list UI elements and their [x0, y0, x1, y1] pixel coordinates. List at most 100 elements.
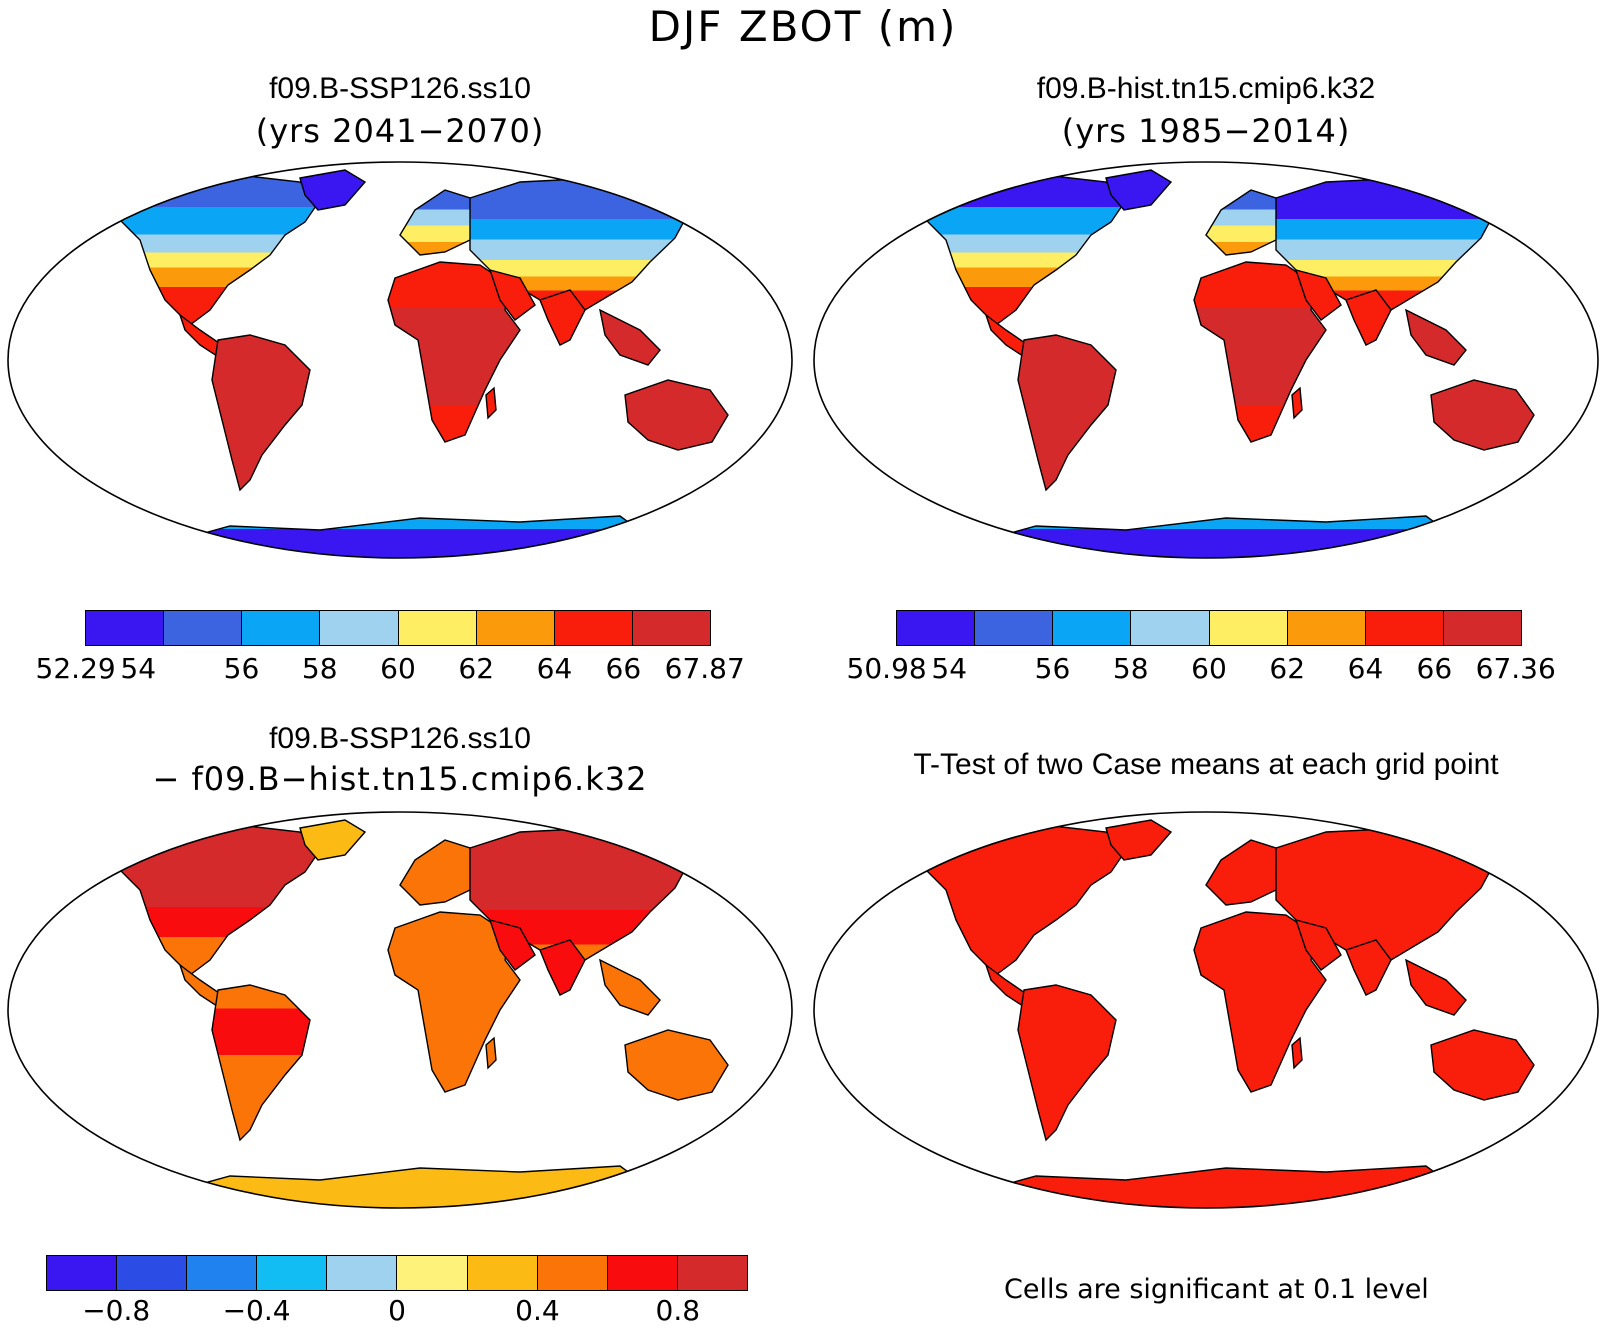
colorbar-tick-label: 66 — [605, 652, 642, 685]
colorbar-tick-label: 67.87 — [664, 652, 745, 685]
colorbar-tick-label: 0.4 — [515, 1294, 560, 1327]
land-namerica — [111, 173, 321, 326]
colorbar-swatch — [897, 611, 976, 645]
colorbar-tick-label: 56 — [1034, 652, 1071, 685]
land-madagascar — [485, 1036, 497, 1070]
colorbar-tick-label: 62 — [458, 652, 495, 685]
land-seasia — [599, 958, 661, 1016]
colorbar-tick-label: 50.98 — [846, 652, 927, 685]
colorbar-tick-label: 66 — [1416, 652, 1453, 685]
colorbar-swatch — [327, 1256, 398, 1290]
map-border — [813, 811, 1599, 1209]
land-madagascar — [485, 386, 497, 420]
colorbar-swatch — [476, 611, 555, 645]
panel3-title: f09.B-SSP126.ss10 — [269, 722, 531, 755]
land-australia — [624, 1029, 729, 1101]
land-greenland — [299, 819, 367, 861]
land-samerica — [1017, 984, 1117, 1142]
colorbar-panel3 — [46, 1255, 748, 1291]
colorbar-tick-label: 60 — [380, 652, 416, 685]
land-australia — [624, 379, 729, 451]
colorbar-swatch — [607, 1256, 678, 1290]
figure-title: DJF ZBOT (m) — [648, 2, 958, 51]
colorbar-swatch — [1365, 611, 1444, 645]
colorbar-swatch — [257, 1256, 328, 1290]
colorbar-tick-label: 0.8 — [655, 1294, 701, 1327]
land-seasia — [1405, 958, 1467, 1016]
colorbar-swatch — [1131, 611, 1210, 645]
panel2-subtitle: (yrs 1985−2014) — [1061, 112, 1351, 150]
colorbar-tick-label: 52.29 — [35, 652, 116, 685]
significance-note: Cells are significant at 0.1 level — [1004, 1274, 1429, 1305]
map-panel4 — [813, 811, 1599, 1209]
map-border — [813, 161, 1599, 559]
land-arabia — [1294, 268, 1342, 321]
panel3-subtitle: − f09.B−hist.tn15.cmip6.k32 — [152, 760, 648, 798]
colorbar-tick-label: −0.4 — [222, 1294, 291, 1327]
colorbar-swatch — [632, 611, 710, 645]
colorbar-tick-label: 58 — [301, 652, 338, 685]
colorbar-swatch — [1053, 611, 1132, 645]
colorbar-tick-label: 0 — [388, 1294, 406, 1327]
land-australia — [1430, 1029, 1535, 1101]
colorbar-ticks-panel3: −0.8 −0.4 0 0.4 0.8 — [46, 1294, 748, 1330]
land-india — [539, 289, 586, 346]
land-samerica — [211, 334, 311, 492]
colorbar-panel2 — [896, 610, 1522, 646]
map-panel2 — [813, 161, 1599, 559]
land-madagascar — [1291, 386, 1303, 420]
colorbar-ticks-panel2: 50.98 54 56 58 60 62 64 66 67.36 — [847, 652, 1556, 688]
colorbar-swatch — [398, 611, 477, 645]
panel1-title: f09.B-SSP126.ss10 — [269, 72, 531, 105]
colorbar-swatch — [677, 1256, 747, 1290]
colorbar-swatch — [537, 1256, 608, 1290]
colorbar-swatch — [47, 1256, 118, 1290]
land-india — [1345, 289, 1392, 346]
land-seasia — [1405, 308, 1467, 366]
colorbar-tick-label: 58 — [1112, 652, 1149, 685]
colorbar-swatch — [1287, 611, 1366, 645]
land-arabia — [488, 268, 536, 321]
colorbar-swatch — [242, 611, 321, 645]
panel4-title: T-Test of two Case means at each grid po… — [913, 748, 1499, 781]
colorbar-tick-label: 56 — [223, 652, 260, 685]
land-arabia — [1294, 918, 1342, 971]
colorbar-swatch — [86, 611, 165, 645]
colorbar-tick-label: 62 — [1269, 652, 1306, 685]
colorbar-panel1 — [85, 610, 711, 646]
map-border — [7, 161, 793, 559]
colorbar-swatch — [554, 611, 633, 645]
land-greenland — [1105, 819, 1173, 861]
colorbar-swatch — [164, 611, 243, 645]
land-samerica — [211, 984, 311, 1142]
colorbar-swatch — [320, 611, 399, 645]
colorbar-tick-label: 54 — [931, 652, 968, 685]
land-australia — [1430, 379, 1535, 451]
colorbar-tick-label: 60 — [1191, 652, 1227, 685]
map-panel1 — [7, 161, 793, 559]
land-greenland — [1105, 169, 1173, 211]
colorbar-swatch — [1209, 611, 1288, 645]
map-panel3 — [7, 811, 793, 1209]
colorbar-ticks-panel1: 52.29 54 56 58 60 62 64 66 67.87 — [36, 652, 745, 688]
colorbar-swatch — [975, 611, 1054, 645]
panel1-subtitle: (yrs 2041−2070) — [255, 112, 545, 150]
land-samerica — [1017, 334, 1117, 492]
land-madagascar — [1291, 1036, 1303, 1070]
colorbar-swatch — [1443, 611, 1521, 645]
land-namerica — [111, 823, 321, 976]
colorbar-tick-label: 64 — [536, 652, 573, 685]
colorbar-tick-label: −0.8 — [82, 1294, 151, 1327]
colorbar-tick-label: 64 — [1347, 652, 1384, 685]
land-india — [1345, 939, 1392, 996]
colorbar-swatch — [467, 1256, 538, 1290]
colorbar-swatch — [117, 1256, 188, 1290]
colorbar-tick-label: 54 — [120, 652, 157, 685]
land-india — [539, 939, 586, 996]
panel2-title: f09.B-hist.tn15.cmip6.k32 — [1036, 72, 1376, 105]
map-border — [7, 811, 793, 1209]
colorbar-tick-label: 67.36 — [1475, 652, 1556, 685]
colorbar-swatch — [187, 1256, 258, 1290]
colorbar-swatch — [397, 1256, 468, 1290]
land-namerica — [917, 823, 1127, 976]
